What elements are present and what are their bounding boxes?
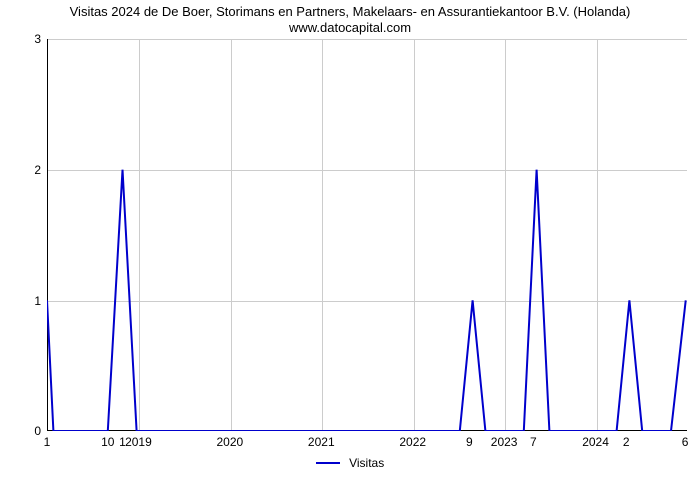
- chart-title-line2: www.datocapital.com: [8, 20, 692, 36]
- x-year-label: 2022: [399, 431, 426, 449]
- visitas-line: [47, 170, 686, 431]
- chart-container: 012320192020202120222023202411019726: [13, 37, 687, 433]
- x-year-label: 2021: [308, 431, 335, 449]
- x-year-label: 2024: [582, 431, 609, 449]
- series-line: [47, 39, 687, 431]
- x-year-label: 2019: [125, 431, 152, 449]
- legend-label: Visitas: [349, 456, 384, 470]
- y-tick-label: 2: [34, 163, 47, 177]
- x-point-label: 10: [101, 431, 114, 449]
- x-point-label: 1: [44, 431, 51, 449]
- x-year-label: 2020: [216, 431, 243, 449]
- x-point-label: 7: [530, 431, 537, 449]
- chart-title-line1: Visitas 2024 de De Boer, Storimans en Pa…: [8, 4, 692, 20]
- x-point-label: 2: [623, 431, 630, 449]
- x-year-label: 2023: [491, 431, 518, 449]
- y-tick-label: 3: [34, 32, 47, 46]
- legend-swatch: [316, 462, 340, 464]
- y-tick-label: 1: [34, 294, 47, 308]
- chart-plot-area: 012320192020202120222023202411019726: [47, 39, 687, 431]
- x-point-label: 6: [682, 431, 689, 449]
- x-point-label: 1: [119, 431, 126, 449]
- x-point-label: 9: [466, 431, 473, 449]
